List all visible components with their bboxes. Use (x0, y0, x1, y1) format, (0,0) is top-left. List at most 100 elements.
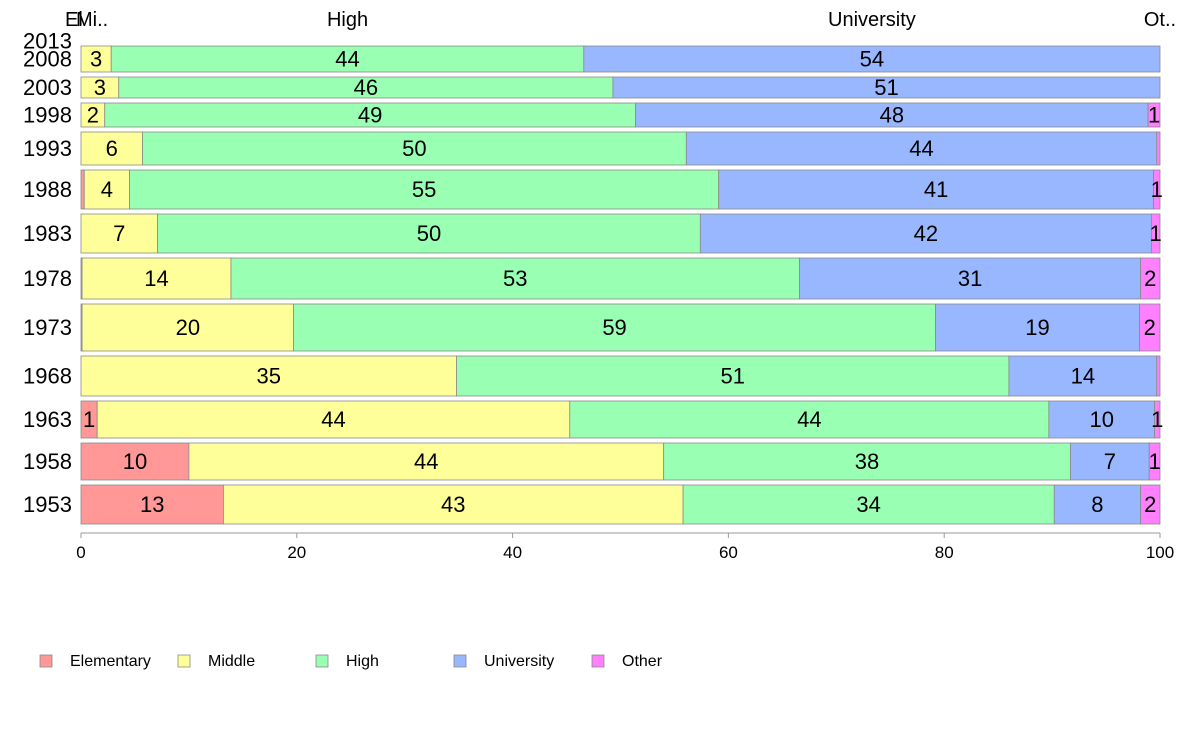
legend-label-elementary: Elementary (70, 653, 151, 670)
bar-segment-1988-high (129, 169, 720, 210)
bar-segment-1978-university (799, 257, 1141, 300)
bar-segment-1958-elementary (80, 442, 190, 481)
legend-label-middle: Middle (208, 653, 255, 670)
bar-row-1963: 1 44 44 10 1 (80, 400, 1163, 439)
bar-segment-2008-university (583, 45, 1161, 73)
data-label-1978-high: 53 (503, 266, 527, 291)
bar-row-1978: 14 53 31 2 (80, 257, 1161, 300)
data-label-1973-university: 19 (1025, 315, 1049, 340)
bar-segment-1968-middle (80, 355, 457, 397)
data-label-1968-university: 14 (1071, 364, 1095, 389)
bar-row-2008: 3 44 54 (80, 45, 1161, 73)
data-label-1978-university: 31 (958, 266, 982, 291)
bar-segment-1953-high (682, 484, 1055, 525)
data-label-1998-university: 48 (880, 103, 904, 128)
data-label-1993-university: 44 (909, 136, 933, 161)
category-label-2003: 2003 (23, 75, 72, 100)
data-label-1973-other: 2 (1144, 315, 1156, 340)
bar-segment-1963-other (1154, 400, 1161, 439)
data-label-1988-other: 1 (1151, 177, 1163, 202)
data-label-1978-other: 2 (1144, 266, 1156, 291)
legend-swatch-other (591, 654, 605, 668)
x-tick-label-0: 0 (76, 543, 85, 562)
category-label-1978: 1978 (23, 266, 72, 291)
category-label-1983: 1983 (23, 221, 72, 246)
data-label-1973-middle: 20 (176, 315, 200, 340)
bar-segment-1978-middle (81, 257, 232, 300)
bar-row-1958: 10 44 38 7 1 (80, 442, 1161, 481)
data-label-1963-university: 10 (1089, 407, 1113, 432)
legend: Elementary Middle High University Other (39, 653, 663, 670)
x-tick-label-60: 60 (719, 543, 738, 562)
data-label-2003-middle: 3 (94, 75, 106, 100)
bar-segment-2008-high (110, 45, 585, 73)
data-label-1953-middle: 43 (441, 492, 465, 517)
bar-segment-1983-other (1150, 213, 1161, 254)
data-label-1988-middle: 4 (101, 177, 113, 202)
legend-item-other: Other (591, 653, 663, 670)
bar-segment-1988-elementary (80, 169, 85, 210)
data-label-1963-other: 1 (1151, 407, 1163, 432)
data-label-1998-other: 1 (1148, 103, 1160, 128)
bar-row-1973: 20 59 19 2 (80, 303, 1161, 352)
bar-segment-1988-other (1153, 169, 1161, 210)
data-label-1953-other: 2 (1144, 492, 1156, 517)
bar-segment-1973-university (935, 303, 1140, 352)
data-label-2003-university: 51 (874, 75, 898, 100)
bar-row-1953: 13 43 34 8 2 (80, 484, 1161, 525)
data-label-1983-middle: 7 (113, 221, 125, 246)
top-label-high: High (327, 9, 368, 31)
top-label-middle: Mi.. (76, 9, 108, 31)
bar-segment-1958-university (1070, 442, 1150, 481)
data-label-1953-university: 8 (1091, 492, 1103, 517)
bar-segment-1963-middle (96, 400, 571, 439)
bar-segment-1968-high (456, 355, 1010, 397)
category-label-1998: 1998 (23, 103, 72, 128)
data-label-1953-high: 34 (856, 492, 880, 517)
category-label-1988: 1988 (23, 177, 72, 202)
x-tick-label-100: 100 (1146, 543, 1174, 562)
data-label-1963-high: 44 (797, 407, 821, 432)
legend-label-university: University (484, 653, 554, 670)
data-label-1983-university: 42 (914, 221, 938, 246)
legend-label-high: High (346, 653, 379, 670)
legend-item-university: University (453, 653, 554, 670)
legend-swatch-high (315, 654, 329, 668)
bar-segment-1958-other (1148, 442, 1161, 481)
bar-segment-1988-university (718, 169, 1154, 210)
data-label-1958-elementary: 10 (123, 449, 147, 474)
bar-segment-1958-middle (188, 442, 665, 481)
bar-segment-1993-other (1156, 131, 1161, 166)
x-tick-label-20: 20 (287, 543, 306, 562)
data-label-1963-middle: 44 (321, 407, 345, 432)
bar-segment-1953-other (1140, 484, 1161, 525)
data-label-1968-middle: 35 (257, 364, 281, 389)
data-label-2008-high: 44 (335, 47, 359, 72)
top-label-other: Ot.. (1144, 9, 1176, 31)
bar-segment-1998-high (104, 102, 637, 128)
data-label-1958-high: 38 (855, 449, 879, 474)
legend-item-elementary: Elementary (39, 653, 151, 670)
legend-label-other: Other (622, 653, 663, 670)
category-label-1958: 1958 (23, 449, 72, 474)
bar-segment-1988-middle (83, 169, 130, 210)
legend-item-middle: Middle (177, 653, 255, 670)
x-tick-label-40: 40 (503, 543, 522, 562)
bar-segment-1963-university (1048, 400, 1156, 439)
bar-row-2003: 3 46 51 (80, 75, 1161, 100)
bar-row-1968: 35 51 14 (80, 355, 1161, 397)
x-axis: 0 20 40 60 80 100 (76, 532, 1174, 562)
data-label-1983-high: 50 (417, 221, 441, 246)
legend-item-high: High (315, 653, 379, 670)
data-label-1973-high: 59 (602, 315, 626, 340)
bar-segment-1998-university (635, 102, 1149, 128)
category-label-1993: 1993 (23, 136, 72, 161)
bar-segment-1968-other (1156, 355, 1161, 397)
bar-segment-1953-middle (223, 484, 684, 525)
bar-row-1993: 6 50 44 (80, 131, 1161, 166)
bar-row-1988: 4 55 41 1 (80, 169, 1163, 210)
data-label-1998-high: 49 (358, 103, 382, 128)
x-tick-label-80: 80 (935, 543, 954, 562)
data-label-2003-high: 46 (354, 75, 378, 100)
